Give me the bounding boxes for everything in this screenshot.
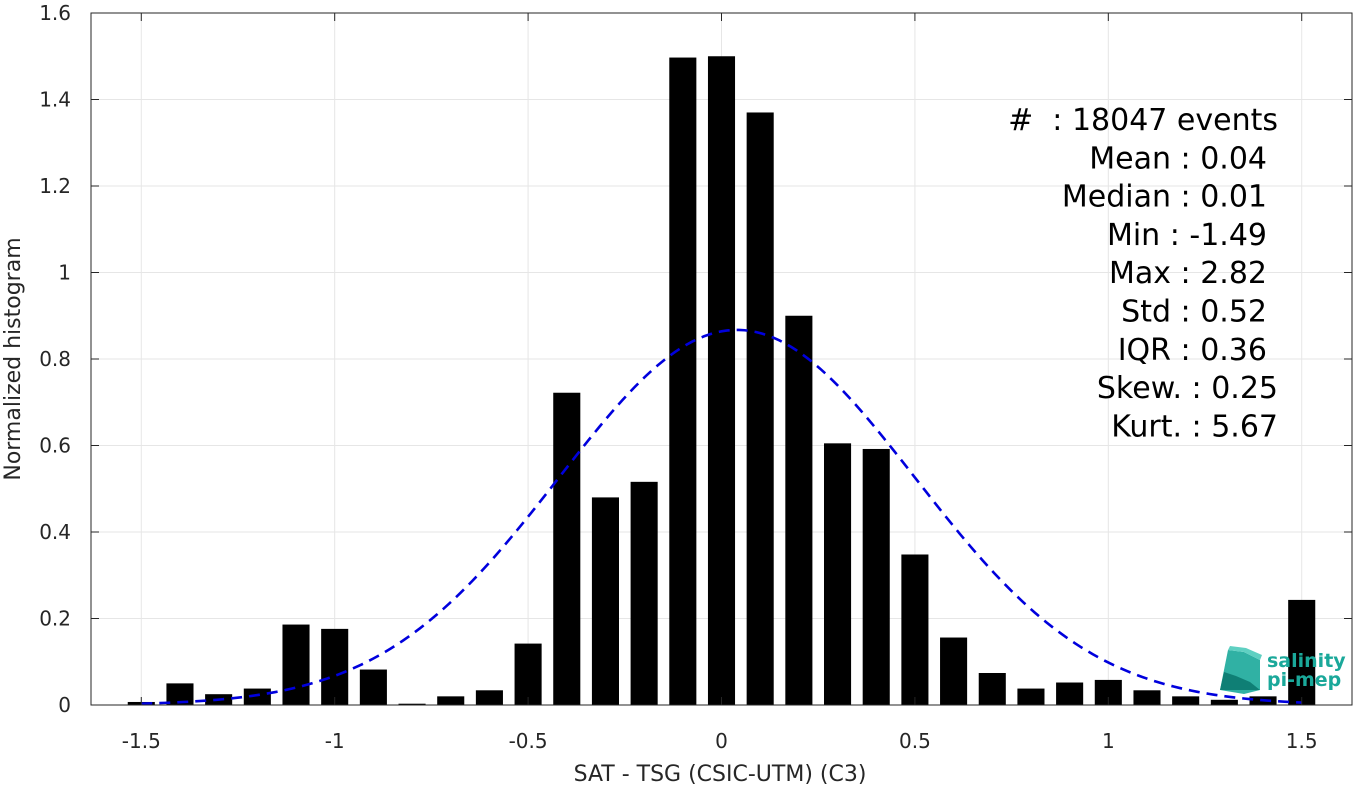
histogram-bar (553, 392, 581, 705)
y-tick-label: 1.6 (39, 1, 71, 25)
y-tick-label: 0.4 (39, 520, 71, 544)
histogram-bar (514, 643, 542, 705)
histogram-bar (630, 481, 658, 705)
salinity-pi-mep-logo: salinity pi-mep (1220, 646, 1346, 694)
x-tick-label: -1 (325, 729, 345, 753)
histogram-bar (940, 637, 968, 705)
x-tick-label: 0 (715, 729, 728, 753)
histogram-bar (901, 554, 929, 705)
x-tick-label: -0.5 (509, 729, 548, 753)
histogram-bar (475, 690, 503, 705)
histogram-bar (591, 497, 619, 705)
histogram-bar (669, 57, 697, 706)
gaussian-fit-curve (141, 328, 1302, 705)
histogram-bar (243, 688, 271, 705)
histogram-bar (282, 624, 310, 705)
histogram-bar (1133, 690, 1161, 705)
histogram-bar (321, 628, 349, 705)
stats-line: Min : -1.49 (1107, 218, 1267, 253)
histogram-bar (707, 56, 736, 705)
y-tick-label: 0.2 (39, 607, 71, 631)
stats-line: IQR : 0.36 (1118, 333, 1267, 368)
histogram-bar (1210, 699, 1238, 705)
y-tick-label: 0 (58, 693, 71, 717)
stats-line: Max : 2.82 (1109, 256, 1267, 291)
histogram-bars (127, 56, 1316, 706)
y-tick-label: 1.2 (39, 174, 71, 198)
histogram-bar (785, 315, 813, 705)
y-tick-label: 0.6 (39, 434, 71, 458)
x-tick-label: -1.5 (122, 729, 161, 753)
stats-line: Std : 0.52 (1121, 295, 1267, 330)
histogram-bar (1017, 688, 1045, 705)
histogram-bar (1056, 682, 1084, 705)
wave-logo-icon (1220, 646, 1262, 694)
logo-text-salinity: salinity (1267, 650, 1346, 672)
histogram-bar (1288, 599, 1316, 705)
stats-line: Mean : 0.04 (1089, 141, 1267, 176)
stats-line: Median : 0.01 (1062, 180, 1267, 215)
stats-line: Skew. : 0.25 (1097, 371, 1278, 406)
histogram-bar (862, 448, 890, 705)
histogram-bar (166, 683, 194, 705)
histogram-bar (437, 696, 465, 705)
x-tick-label: 1 (1102, 729, 1115, 753)
y-tick-label: 0.8 (39, 347, 71, 371)
histogram-bar (746, 112, 774, 706)
x-axis-label: SAT - TSG (CSIC-UTM) (C3) (574, 762, 867, 785)
histogram-bar (1172, 696, 1200, 705)
histogram-bar (398, 703, 426, 705)
y-tick-label: 1.4 (39, 88, 71, 112)
x-tick-label: 0.5 (899, 729, 931, 753)
y-axis-label: Normalized histogram (1, 237, 26, 480)
stats-line: Kurt. : 5.67 (1111, 409, 1278, 444)
histogram-bar (978, 672, 1006, 705)
histogram-bar (359, 669, 387, 705)
logo-text-pi-mep: pi-mep (1267, 669, 1341, 691)
stats-line: # : 18047 events (1008, 103, 1278, 138)
axis-ticks: -1.5 -1 -0.5 0 0.5 1 1.5 0 0.2 0.4 0.6 0.8 1 1.2 1.4 1.… (39, 1, 1352, 753)
x-tick-label: 1.5 (1286, 729, 1318, 753)
y-tick-label: 1 (58, 261, 71, 285)
histogram-bar (824, 443, 852, 705)
